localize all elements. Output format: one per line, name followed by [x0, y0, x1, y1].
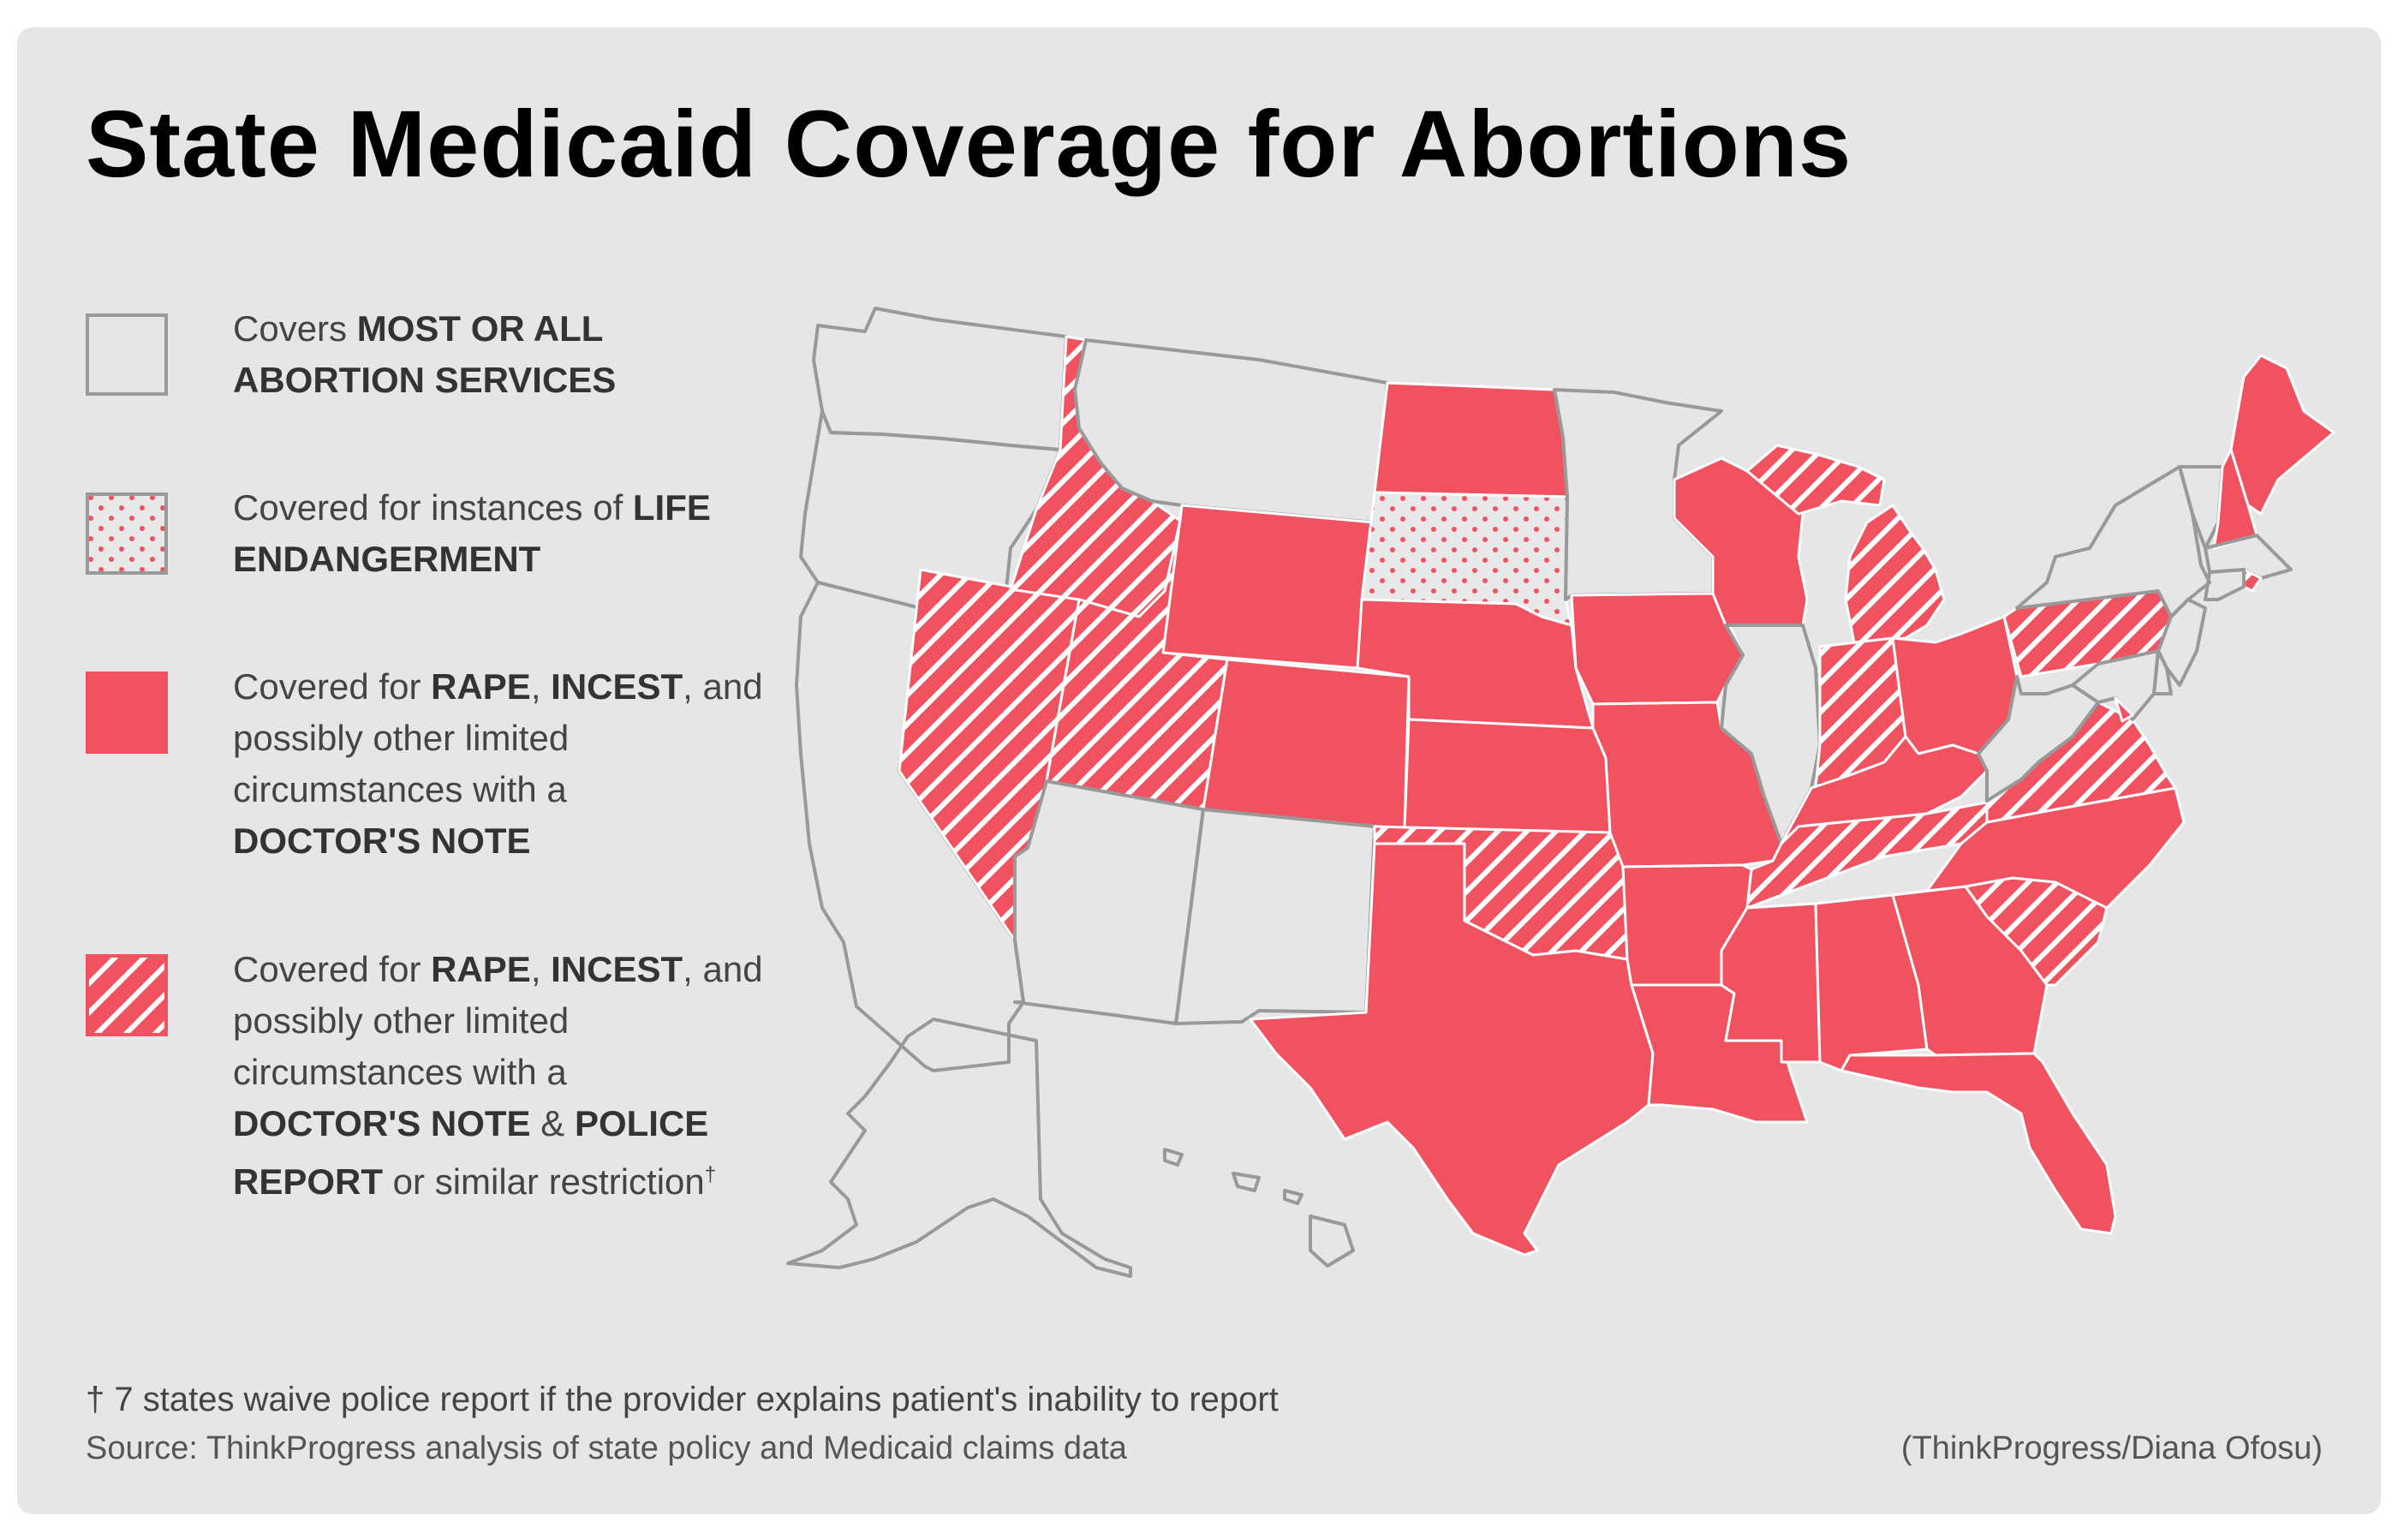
state-RI: [2242, 568, 2263, 593]
page-title: State Medicaid Coverage for Abortions: [86, 92, 1852, 197]
legend-swatch-empty: [86, 313, 168, 396]
state-MD: [2071, 649, 2160, 721]
legend-text: Covered for instances of LIFE ENDANGERME…: [233, 487, 711, 579]
source-note: Source: ThinkProgress analysis of state …: [86, 1430, 1127, 1466]
state-HI: [1163, 1148, 1355, 1268]
state-MT: [1073, 338, 1389, 524]
state-NE: [1356, 598, 1595, 730]
state-MO: [1591, 701, 1783, 868]
states-layer: [786, 307, 2335, 1278]
state-AK: [786, 1018, 1132, 1278]
state-PA: [2002, 589, 2173, 678]
state-MI: [1745, 444, 1946, 644]
footnote: † 7 states waive police report if the pr…: [86, 1381, 1279, 1418]
state-NM: [1174, 808, 1376, 1025]
state-WA: [812, 307, 1068, 451]
state-MS: [1720, 902, 1822, 1064]
state-IL: [1720, 624, 1822, 845]
state-ID: [1009, 335, 1182, 618]
state-ND: [1373, 381, 1569, 498]
state-KS: [1403, 718, 1612, 834]
legend-text: Covers MOST OR ALL ABORTION SERVICES: [233, 308, 617, 400]
legend-swatch-dots: [86, 492, 168, 575]
state-ME: [2229, 354, 2335, 516]
legend-swatch-solid: [86, 672, 168, 754]
state-OR: [799, 409, 1062, 631]
state-VT: [2178, 465, 2224, 550]
state-NY: [2015, 465, 2211, 618]
state-TX: [1249, 842, 1655, 1256]
legend-text: Covered for RAPE, INCEST, and possibly o…: [233, 666, 763, 861]
state-CO: [1202, 658, 1411, 831]
state-DC: [2114, 696, 2134, 723]
state-WY: [1161, 504, 1376, 670]
legend-swatch-hatch: [86, 954, 168, 1036]
state-FL: [1840, 1052, 2117, 1235]
legend-text: Covered for RAPE, INCEST, and possibly o…: [233, 949, 763, 1202]
state-CT: [2204, 568, 2246, 601]
state-AZ: [1013, 779, 1205, 1025]
credit: (ThinkProgress/Diana Ofosu): [1900, 1430, 2323, 1466]
state-IA: [1570, 592, 1745, 706]
